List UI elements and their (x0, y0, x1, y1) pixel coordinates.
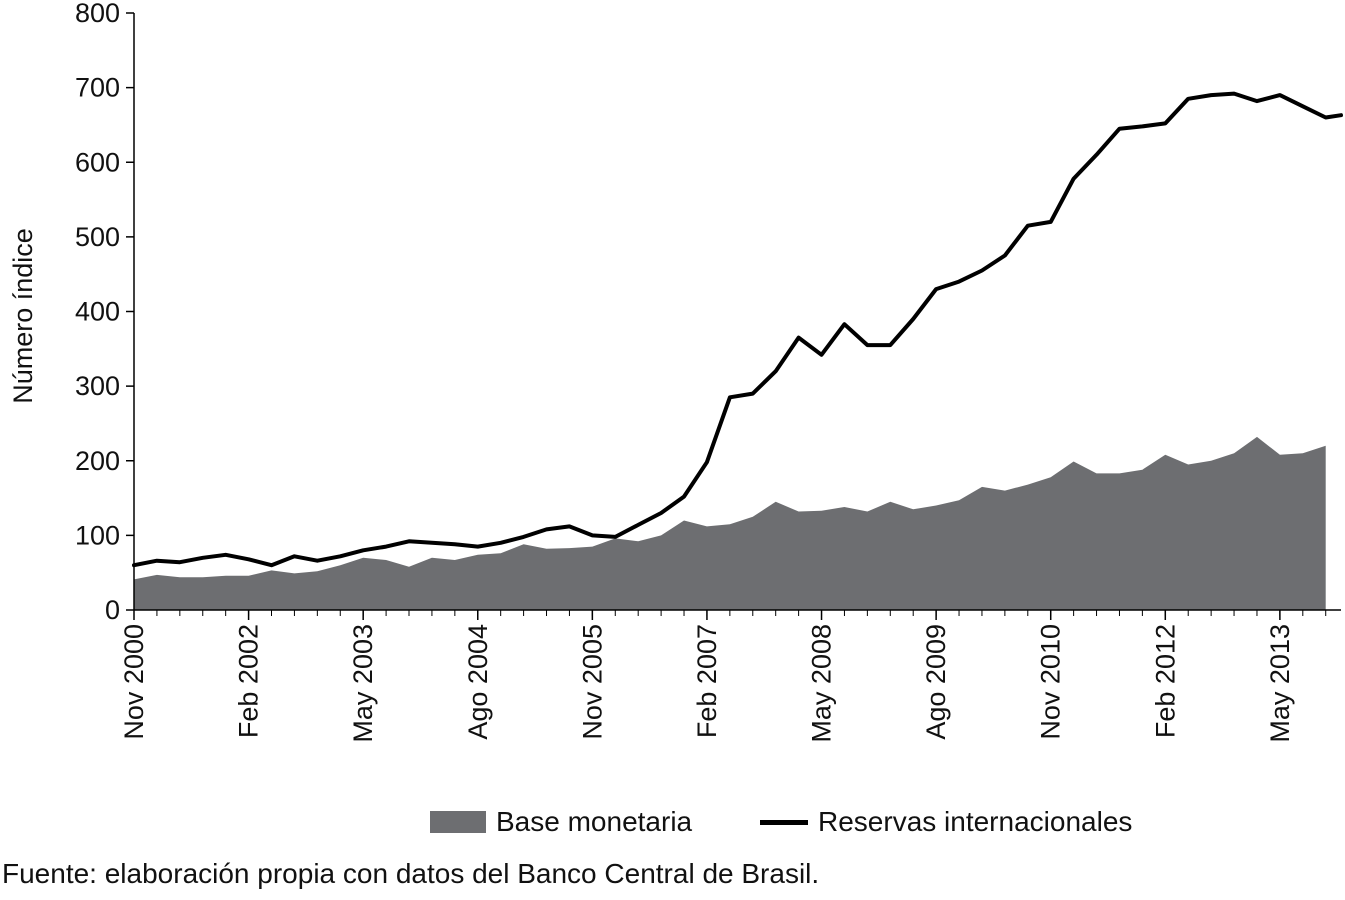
x-tick-label: Feb 2012 (1150, 624, 1180, 738)
legend: Base monetaria Reservas internacionales (0, 800, 1345, 844)
series-area-base-monetaria (134, 436, 1326, 610)
legend-item-reservas: Reservas internacionales (760, 800, 1132, 844)
x-tick-label: Nov 2010 (1036, 624, 1066, 740)
y-tick-label: 600 (75, 147, 120, 177)
legend-swatch-area (430, 811, 486, 833)
y-tick-label: 200 (75, 446, 120, 476)
y-tick-label: 300 (75, 371, 120, 401)
x-tick-label: Feb 2007 (692, 624, 722, 738)
y-tick-label: 800 (75, 0, 120, 28)
y-tick-label: 0 (105, 595, 120, 625)
x-axis: Nov 2000 Feb 2002 May 2003 Ago 2004 Nov 2005… (119, 609, 1341, 743)
x-tick-label: Nov 2000 (119, 624, 149, 740)
x-tick-label: Nov 2005 (577, 624, 607, 740)
source-note: Fuente: elaboración propia con datos del… (2, 858, 820, 889)
series-line-reservas (132, 91, 1343, 568)
legend-item-base-monetaria: Base monetaria (430, 800, 692, 844)
x-tick-label: Ago 2004 (463, 624, 493, 740)
plot-area (132, 91, 1343, 610)
y-tick-label: 100 (75, 520, 120, 550)
y-tick-label: 400 (75, 297, 120, 327)
y-axis-title: Número índice (8, 228, 38, 404)
legend-label-reservas: Reservas internacionales (818, 806, 1133, 837)
legend-label-base-monetaria: Base monetaria (496, 806, 693, 837)
x-tick-label: Feb 2002 (234, 624, 264, 738)
x-tick-label: May 2008 (807, 624, 837, 743)
y-tick-label: 500 (75, 222, 120, 252)
x-tick-label: Ago 2009 (921, 624, 951, 740)
y-axis: 0 100 200 300 400 500 600 700 800 (75, 0, 135, 625)
x-tick-label: May 2003 (348, 624, 378, 743)
y-tick-label: 700 (75, 73, 120, 103)
legend-swatch-line (760, 819, 808, 825)
x-tick-label: May 2013 (1265, 624, 1295, 743)
chart: 0 100 200 300 400 500 600 700 800 Nov 2000 Feb 20… (8, 0, 1343, 743)
